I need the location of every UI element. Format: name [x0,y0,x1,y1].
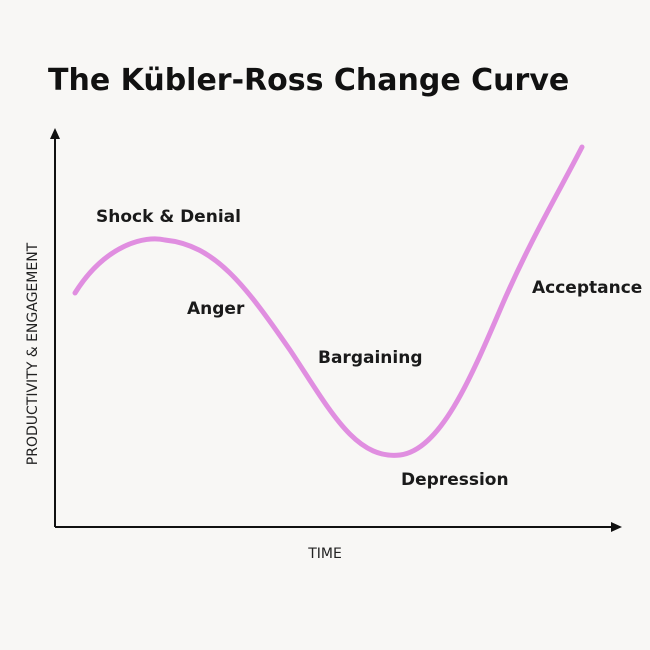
stage-label: Anger [187,299,245,319]
stage-label: Acceptance [532,278,642,298]
x-axis-arrow [611,522,622,532]
y-axis-label: PRODUCTIVITY & ENGAGEMENT [25,242,41,465]
x-axis-label: TIME [307,546,342,562]
stage-label: Shock & Denial [96,207,241,227]
y-axis-arrow [50,128,60,139]
change-curve [72,144,585,458]
stage-label: Depression [401,470,509,490]
stage-label: Bargaining [318,348,422,368]
title: The Kübler-Ross Change Curve [48,63,569,98]
